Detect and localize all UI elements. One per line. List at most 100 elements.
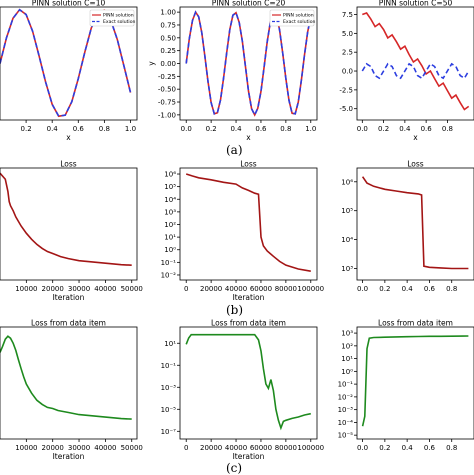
x-tick-label-a1-4: 1.0 (125, 125, 136, 133)
y-tick-label-c3-7: 10² (341, 342, 353, 350)
chart-title-c3: Loss from data item (378, 319, 453, 328)
x-tick-label-a3-0: 0.0 (357, 125, 368, 133)
series-line-a2-1 (185, 10, 312, 117)
chart-title-a2: PINN solution C=20 (212, 0, 286, 8)
y-tick-label-b2-2: 10⁰ (164, 246, 176, 254)
plot-frame-a1 (0, 6, 138, 121)
series-line-a1-1 (0, 8, 132, 118)
x-tick-label-a2-2: 0.4 (230, 125, 242, 133)
plot-frame-c3 (356, 326, 474, 440)
y-tick-label-a2-7: 0.75 (160, 21, 176, 29)
x-tick-label-a2-5: 1.0 (305, 125, 316, 133)
series-line-b2-0 (185, 173, 311, 272)
y-tick-label-a3-1: -2.5 (339, 86, 353, 94)
x-tick-label-a1-1: 0.4 (47, 125, 59, 133)
y-tick-label-b2-4: 10² (164, 221, 176, 229)
x-axis-label-a3: x (413, 133, 418, 142)
y-tick-label-b3-3: 10⁶ (341, 178, 353, 186)
legend-box-a2 (269, 9, 315, 27)
series-line-c3-0 (361, 335, 469, 427)
y-tick-label-c3-1: 10⁻⁴ (338, 419, 354, 427)
x-tick-label-a3-1: 0.2 (378, 125, 389, 133)
y-tick-label-c3-3: 10⁻² (338, 393, 354, 401)
chart-title-c2: Loss from data item (211, 319, 286, 328)
plot-frame-c2 (179, 326, 318, 440)
chart-title-b3: Loss (407, 160, 424, 169)
x-axis-label-c2: Iteration (233, 452, 265, 461)
x-tick-label-a2-1: 0.2 (206, 125, 217, 133)
y-tick-label-b2-3: 10¹ (164, 234, 176, 242)
x-tick-label-b1-2: 30000 (68, 285, 90, 293)
x-tick-label-b2-4: 80000 (275, 285, 297, 293)
y-tick-label-c3-6: 10¹ (341, 355, 353, 363)
series-line-a3-0 (362, 12, 470, 111)
y-tick-label-c2-1: 10⁻¹ (161, 362, 177, 370)
series-line-c2-0 (185, 333, 311, 431)
y-tick-label-c2-0: 10¹ (164, 340, 176, 348)
x-tick-label-b3-0: 0.0 (357, 285, 368, 293)
caption-b: (b) (226, 303, 244, 317)
y-tick-label-b2-7: 10⁵ (164, 183, 176, 191)
legend-label-a2-1: Exact solution (283, 19, 316, 25)
caption-c: (c) (226, 461, 243, 475)
legend-box-a1 (89, 9, 135, 27)
y-tick-label-a2-6: 0.50 (160, 34, 176, 42)
y-tick-label-b2-0: 10⁻² (161, 271, 177, 279)
y-tick-label-b2-1: 10⁻¹ (161, 259, 177, 267)
legend-label-a2-0: PINN solution (283, 13, 314, 19)
x-tick-label-c3-3: 0.6 (424, 444, 436, 452)
y-tick-label-a3-4: 5.0 (342, 30, 353, 38)
chart-panel-b3: 0.0 0.2 0.4 0.6 0.8 10³ 10⁴ 10⁵ 10⁶ Loss (341, 160, 474, 293)
chart-panel-a2: 0.0 0.2 0.4 0.6 0.8 1.0 -1.00 -0.75 -0.50 -0.25 0.… (147, 0, 318, 142)
x-tick-label-c3-0: 0.0 (357, 444, 368, 452)
x-tick-label-b2-2: 40000 (225, 285, 247, 293)
chart-panel-a1: 0.2 0.4 0.6 0.8 1.0 PINN solution C=10 x PINN s… (0, 0, 138, 142)
x-tick-label-b3-3: 0.6 (424, 285, 436, 293)
x-tick-label-c2-1: 20000 (200, 444, 222, 452)
x-tick-label-b1-1: 20000 (42, 285, 64, 293)
chart-panel-c2: 0 20000 40000 60000 80000 100000 10¹ 10⁻¹ 10⁻³ 10… (161, 319, 325, 462)
series-line-a2-0 (185, 10, 312, 117)
x-tick-label-b2-5: 100000 (297, 285, 324, 293)
plot-frame-b3 (356, 167, 474, 281)
x-tick-label-c1-0: 10000 (15, 444, 37, 452)
y-tick-label-b2-6: 10⁴ (164, 196, 176, 204)
plot-frame-c1 (0, 326, 138, 440)
x-tick-label-c2-2: 40000 (225, 444, 247, 452)
plot-frame-a3 (356, 6, 474, 121)
x-axis-label-b1: Iteration (53, 293, 85, 302)
x-tick-label-a2-0: 0.0 (181, 125, 192, 133)
y-tick-label-a2-3: -0.25 (158, 73, 176, 81)
x-tick-label-a2-4: 0.8 (280, 125, 291, 133)
plot-frame-b1 (0, 167, 138, 281)
y-axis-label-a2: y (147, 61, 156, 66)
x-tick-label-c2-3: 60000 (250, 444, 272, 452)
x-tick-label-c2-5: 100000 (297, 444, 324, 452)
x-tick-label-c1-2: 30000 (68, 444, 90, 452)
legend-label-a1-1: Exact solution (103, 19, 136, 25)
y-tick-label-c3-0: 10⁻⁵ (338, 432, 354, 440)
x-tick-label-a3-2: 0.4 (399, 125, 411, 133)
chart-panel-c1: 10000 20000 30000 40000 50000 Loss from data … (0, 319, 143, 461)
x-tick-label-c2-4: 80000 (275, 444, 297, 452)
y-tick-label-c2-4: 10⁻⁷ (161, 428, 177, 436)
x-tick-label-a1-3: 0.8 (99, 125, 110, 133)
y-tick-label-a3-2: 0.0 (342, 68, 353, 76)
y-tick-label-a2-2: -0.50 (158, 86, 176, 94)
x-tick-label-b3-2: 0.4 (402, 285, 414, 293)
series-line-b1-0 (0, 172, 132, 266)
chart-panel-a3: 0.0 0.2 0.4 0.6 0.8 -5.0 -2.5 0.0 2.5 5.0 7.5 PINN … (339, 0, 474, 142)
chart-panel-c3: 0.0 0.2 0.4 0.6 0.8 10⁻⁵ 10⁻⁴ 10⁻³ 10⁻² 10⁻¹ 10⁰ 10… (338, 319, 474, 452)
y-tick-label-c2-3: 10⁻⁵ (161, 406, 177, 414)
x-tick-label-b1-0: 10000 (15, 285, 37, 293)
x-tick-label-a2-3: 0.6 (255, 125, 267, 133)
x-tick-label-c1-3: 40000 (94, 444, 116, 452)
x-tick-label-c1-4: 50000 (121, 444, 143, 452)
x-tick-label-b1-4: 50000 (121, 285, 143, 293)
x-axis-label-b2: Iteration (233, 293, 265, 302)
x-tick-label-c3-4: 0.8 (446, 444, 457, 452)
x-tick-label-b2-1: 20000 (200, 285, 222, 293)
x-tick-label-c1-1: 20000 (42, 444, 64, 452)
y-tick-label-a2-4: 0.00 (160, 60, 176, 68)
